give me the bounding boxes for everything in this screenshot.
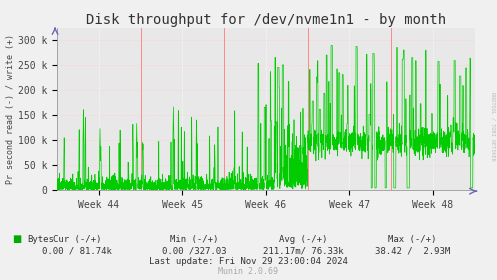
Text: Avg (-/+): Avg (-/+) bbox=[279, 235, 328, 244]
Text: Munin 2.0.69: Munin 2.0.69 bbox=[219, 267, 278, 276]
Text: 0.00 / 81.74k: 0.00 / 81.74k bbox=[42, 246, 112, 255]
Text: 0.00 /327.03: 0.00 /327.03 bbox=[162, 246, 226, 255]
Text: Last update: Fri Nov 29 23:00:04 2024: Last update: Fri Nov 29 23:00:04 2024 bbox=[149, 257, 348, 266]
Text: Cur (-/+): Cur (-/+) bbox=[53, 235, 101, 244]
Text: 38.42 /  2.93M: 38.42 / 2.93M bbox=[375, 246, 450, 255]
Title: Disk throughput for /dev/nvme1n1 - by month: Disk throughput for /dev/nvme1n1 - by mo… bbox=[86, 13, 446, 27]
Text: Bytes: Bytes bbox=[27, 235, 54, 244]
Text: 211.17m/ 76.33k: 211.17m/ 76.33k bbox=[263, 246, 343, 255]
Text: ■: ■ bbox=[12, 234, 22, 244]
Text: RRDTOOL / TOBI OETIKER: RRDTOOL / TOBI OETIKER bbox=[491, 92, 496, 160]
Y-axis label: Pr second read (-) / write (+): Pr second read (-) / write (+) bbox=[6, 34, 15, 184]
Text: Min (-/+): Min (-/+) bbox=[169, 235, 218, 244]
Text: Max (-/+): Max (-/+) bbox=[388, 235, 437, 244]
